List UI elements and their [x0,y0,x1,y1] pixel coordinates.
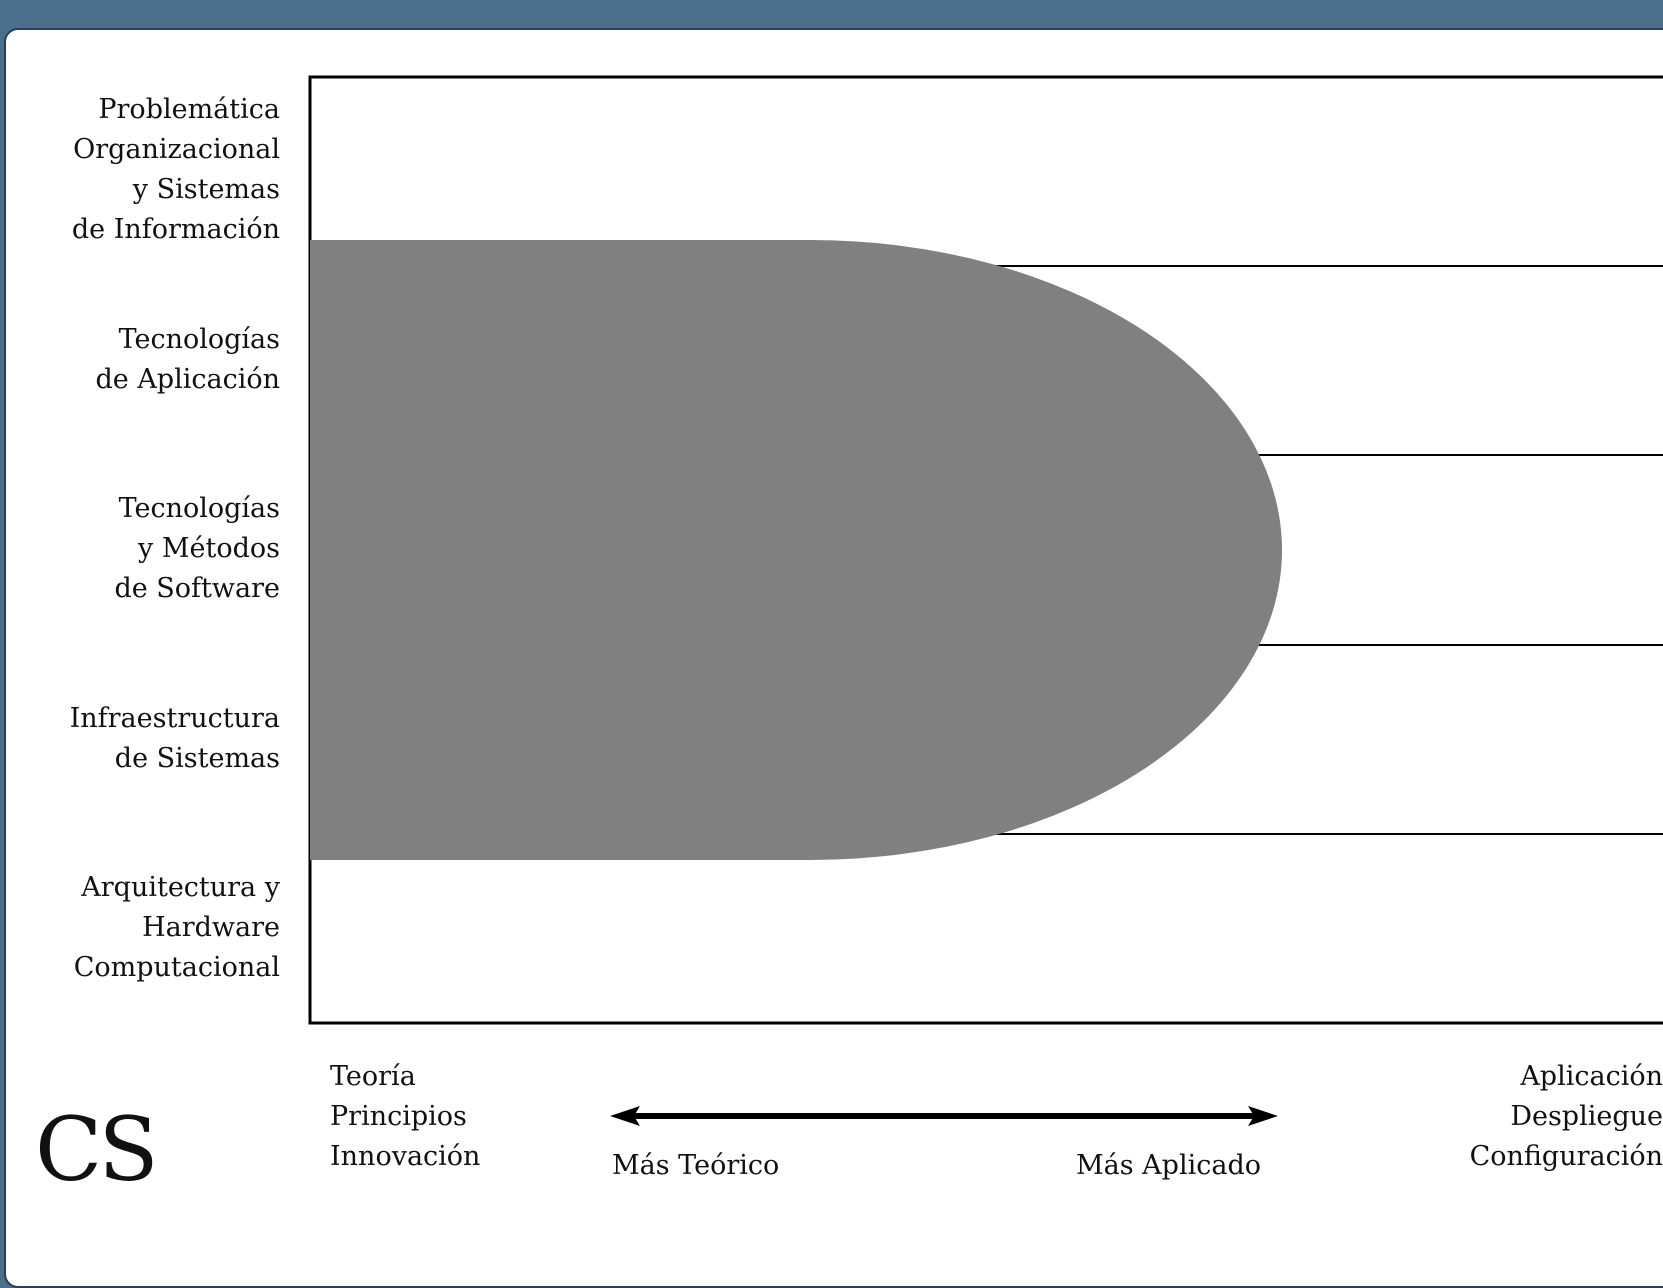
row-label-line: Organizacional [73,134,280,165]
row-label-organizational: Problemática Organizacional y Sistemas d… [0,90,280,250]
row-label-line: Hardware [142,912,280,943]
row-label-software-methods: Tecnologías y Métodos de Software [0,489,280,609]
more-theoretical-label: Más Teórico [612,1150,780,1181]
row-label-line: Infraestructura [69,703,280,734]
row-label-systems-infrastructure: Infraestructura de Sistemas [0,699,280,779]
row-label-line: Problemática [98,94,280,125]
cs-logo: CS [35,1098,159,1201]
more-applied-label: Más Aplicado [1076,1150,1261,1181]
row-label-line: y Sistemas [132,174,280,205]
row-label-line: Computacional [73,952,280,983]
row-label-line: Arquitectura y [81,872,280,903]
row-label-application-technologies: Tecnologías de Aplicación [0,320,280,400]
row-label-line: de Aplicación [95,364,280,395]
axis-line: Principios [330,1101,467,1132]
arrow-head-right [1248,1106,1278,1126]
axis-line: Despliegue [1510,1101,1663,1132]
axis-line: Innovación [330,1141,481,1172]
row-label-computer-hardware: Arquitectura y Hardware Computacional [0,868,280,988]
theory-endpoint-label: Teoría Principios Innovación [330,1057,480,1177]
row-label-line: Tecnologías [118,493,280,524]
axis-line: Teoría [330,1061,416,1092]
row-label-line: de Información [71,214,280,245]
row-label-line: de Software [114,573,280,604]
coverage-region [310,240,1282,860]
row-label-line: de Sistemas [114,743,280,774]
arrow-head-left [610,1106,640,1126]
row-label-line: y Métodos [138,533,280,564]
axis-line: Aplicación [1520,1061,1663,1092]
application-endpoint-label: Aplicación Despliegue Configuración [1423,1057,1663,1177]
row-label-line: Tecnologías [118,324,280,355]
axis-line: Configuración [1469,1141,1663,1172]
